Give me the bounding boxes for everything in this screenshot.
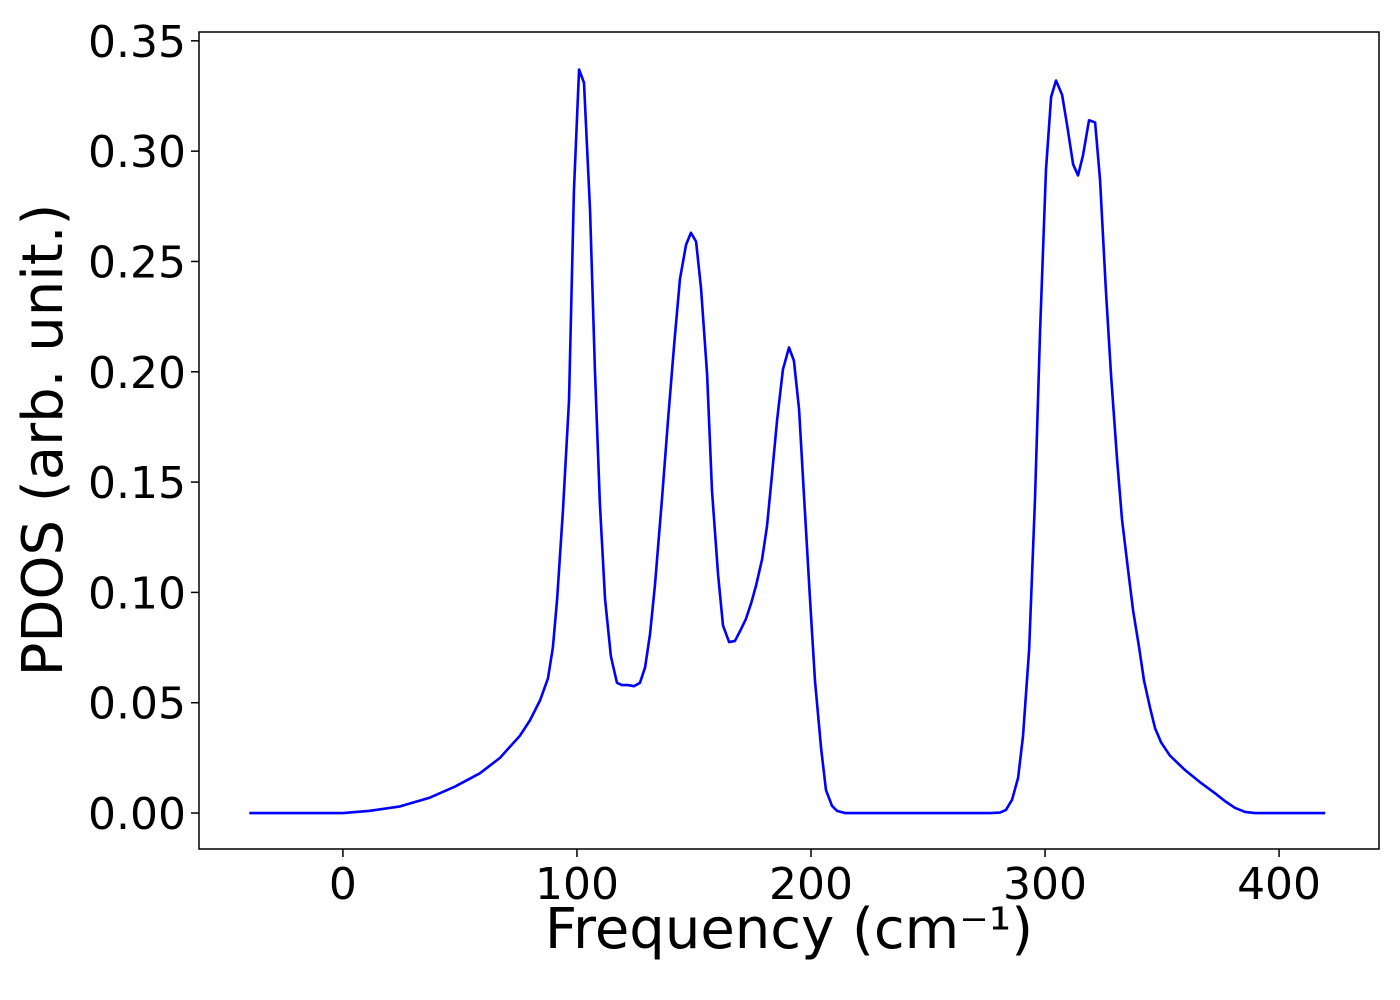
y-tick-label: 0.35	[88, 17, 186, 68]
y-tick-label: 0.00	[88, 789, 186, 840]
x-tick-label: 100	[535, 859, 619, 910]
y-axis-label: PDOS (arb. unit.)	[11, 204, 76, 677]
y-tick-label: 0.30	[88, 127, 186, 178]
y-tick-label: 0.15	[88, 458, 186, 509]
y-tick-label: 0.05	[88, 679, 186, 730]
x-tick-label: 200	[769, 859, 853, 910]
x-tick-label: 400	[1237, 859, 1321, 910]
x-tick-label: 300	[1003, 859, 1087, 910]
y-tick-label: 0.20	[88, 348, 186, 399]
data-line	[249, 68, 1326, 815]
y-tick-label: 0.25	[88, 237, 186, 288]
x-tick-label: 0	[329, 859, 357, 910]
y-tick-label: 0.10	[88, 568, 186, 619]
x-axis-label: Frequency (cm⁻¹)	[545, 897, 1033, 962]
plot-frame	[198, 31, 1380, 850]
